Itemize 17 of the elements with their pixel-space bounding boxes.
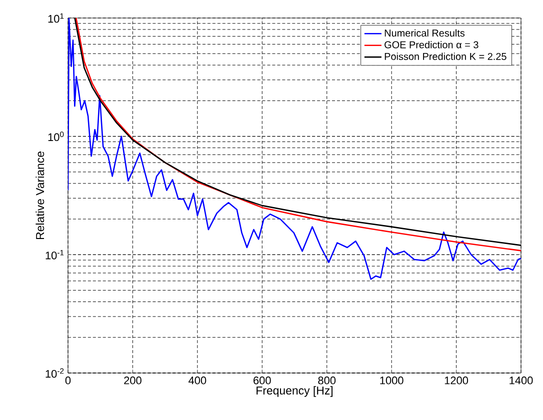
x-tick-label: 1200	[444, 376, 468, 384]
x-tick-label: 0	[65, 376, 71, 384]
y-axis-title: Relative Variance	[36, 152, 44, 240]
x-tick-label: 1400	[510, 376, 533, 384]
x-tick-label: 800	[318, 376, 336, 384]
x-tick-label: 400	[188, 376, 206, 384]
x-axis-title: Frequency [Hz]	[256, 386, 333, 397]
y-tick-label: 10$^{-2}$	[46, 368, 64, 378]
x-tick-label: 600	[254, 376, 271, 384]
x-tick-label: 200	[124, 376, 142, 384]
x-tick-label: 1000	[380, 376, 404, 384]
y-tick-label: 10$^{1}$	[48, 13, 64, 23]
y-tick-label: 10$^{-1}$	[46, 250, 64, 260]
legend-label: GOE Prediction α = 3	[384, 40, 478, 48]
y-tick-label: 10$^{0}$	[48, 132, 64, 142]
legend-label: Numerical Results	[384, 29, 465, 37]
legend-label: Poisson Prediction K = 2.25	[384, 52, 506, 60]
